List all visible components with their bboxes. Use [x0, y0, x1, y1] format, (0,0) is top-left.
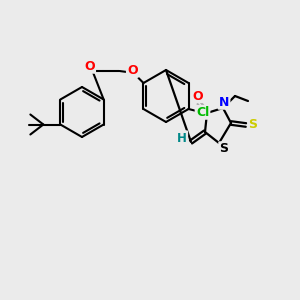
Text: O: O: [84, 59, 95, 73]
Text: O: O: [193, 89, 203, 103]
Text: Cl: Cl: [196, 106, 209, 118]
Text: S: S: [248, 118, 257, 130]
Text: O: O: [127, 64, 138, 76]
Text: S: S: [220, 142, 229, 155]
Text: N: N: [219, 95, 229, 109]
Text: H: H: [177, 131, 187, 145]
